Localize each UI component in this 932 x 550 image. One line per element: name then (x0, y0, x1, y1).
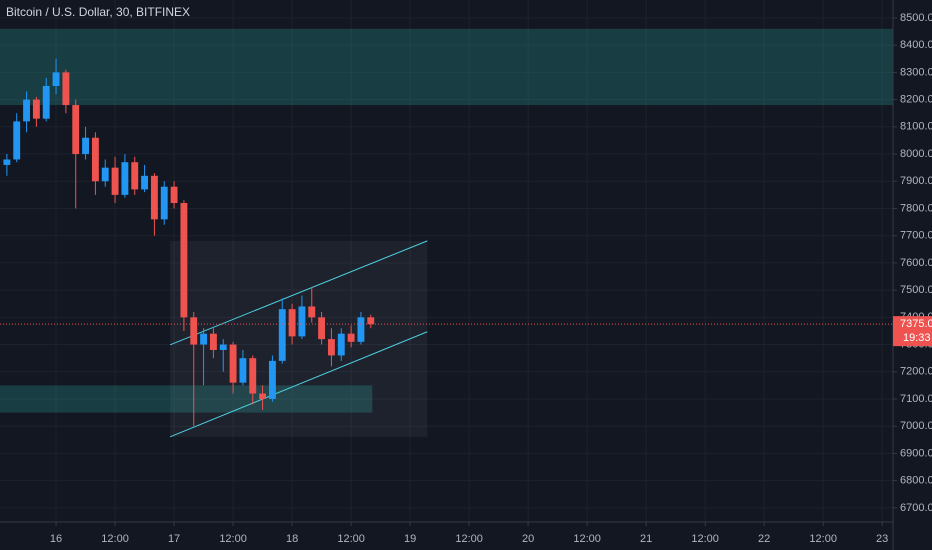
candle-body (327, 339, 335, 356)
y-tick-label: 7500.0 (900, 284, 932, 296)
candle-body (82, 137, 90, 155)
candle-body (101, 167, 109, 182)
x-tick-label: 12:00 (573, 533, 601, 545)
y-tick-label: 6900.0 (900, 447, 932, 459)
x-tick-label: 21 (640, 533, 652, 545)
x-tick-label: 20 (522, 533, 534, 545)
channel-fill (170, 240, 428, 437)
candle-body (32, 99, 40, 119)
candle-body (239, 358, 247, 383)
y-tick-label: 7800.0 (900, 202, 932, 214)
candle-body (52, 72, 60, 87)
x-tick-label: 12:00 (691, 533, 719, 545)
last-price-box (893, 316, 932, 347)
candle-body (278, 309, 286, 361)
y-tick-label: 8300.0 (900, 66, 932, 78)
y-tick-label: 8000.0 (900, 148, 932, 160)
x-tick-label: 16 (50, 533, 62, 545)
x-tick-label: 12:00 (809, 533, 837, 545)
candle-body (180, 203, 188, 318)
y-tick-label: 8100.0 (900, 121, 932, 133)
x-tick-label: 12:00 (219, 533, 247, 545)
candle-body (3, 159, 11, 165)
x-tick-label: 12:00 (101, 533, 129, 545)
candle-body (259, 393, 267, 399)
candle-body (141, 175, 149, 190)
candle-body (111, 167, 119, 195)
candle-body (367, 317, 375, 325)
y-tick-label: 7200.0 (900, 366, 932, 378)
candle-body (131, 162, 139, 190)
candle-body (72, 105, 80, 155)
x-tick-label: 18 (286, 533, 298, 545)
last-price-label: 7375.0 (900, 318, 932, 330)
candle-body (23, 99, 30, 122)
x-tick-label: 12:00 (337, 533, 365, 545)
candle-body (249, 358, 257, 394)
candle-body (337, 333, 345, 356)
y-tick-label: 7700.0 (900, 230, 932, 242)
candle-body (150, 175, 158, 220)
candle-body (219, 344, 227, 350)
x-tick-label: 17 (168, 533, 180, 545)
y-tick-label: 8500.0 (900, 12, 932, 24)
candle-body (298, 306, 306, 337)
x-tick-label: 12:00 (455, 533, 483, 545)
candle-body (160, 186, 168, 220)
x-tick-label: 19 (404, 533, 416, 545)
y-tick-label: 7900.0 (900, 175, 932, 187)
candle-body (42, 86, 50, 119)
y-tick-label: 7000.0 (900, 420, 932, 432)
y-tick-label: 6800.0 (900, 475, 932, 487)
candle-body (91, 137, 99, 182)
candle-body (308, 306, 316, 318)
candle-body (318, 317, 326, 340)
candle-body (170, 186, 178, 204)
x-tick-label: 23 (876, 533, 888, 545)
candle-body (209, 333, 217, 350)
y-tick-label: 6700.0 (900, 502, 932, 514)
candle-body (229, 344, 237, 383)
channel-line (169, 331, 428, 438)
zone (0, 385, 373, 413)
y-tick-label: 7100.0 (900, 393, 932, 405)
chart-title: Bitcoin / U.S. Dollar, 30, BITFINEX (6, 5, 190, 19)
y-tick-label: 7600.0 (900, 257, 932, 269)
x-tick-label: 22 (758, 533, 770, 545)
candle-body (200, 333, 208, 345)
candle-body (357, 317, 365, 342)
y-tick-label: 8400.0 (900, 39, 932, 51)
candle-body (347, 333, 355, 342)
countdown: 19:33 (903, 332, 931, 344)
candle-body (268, 360, 276, 399)
channel-line (169, 240, 428, 346)
candle-body (288, 309, 296, 337)
candle-body (62, 72, 70, 106)
candle-body (190, 317, 198, 345)
candle-body (121, 162, 129, 195)
y-tick-label: 8200.0 (900, 94, 932, 106)
candle-body (13, 121, 21, 160)
zone (0, 28, 893, 106)
